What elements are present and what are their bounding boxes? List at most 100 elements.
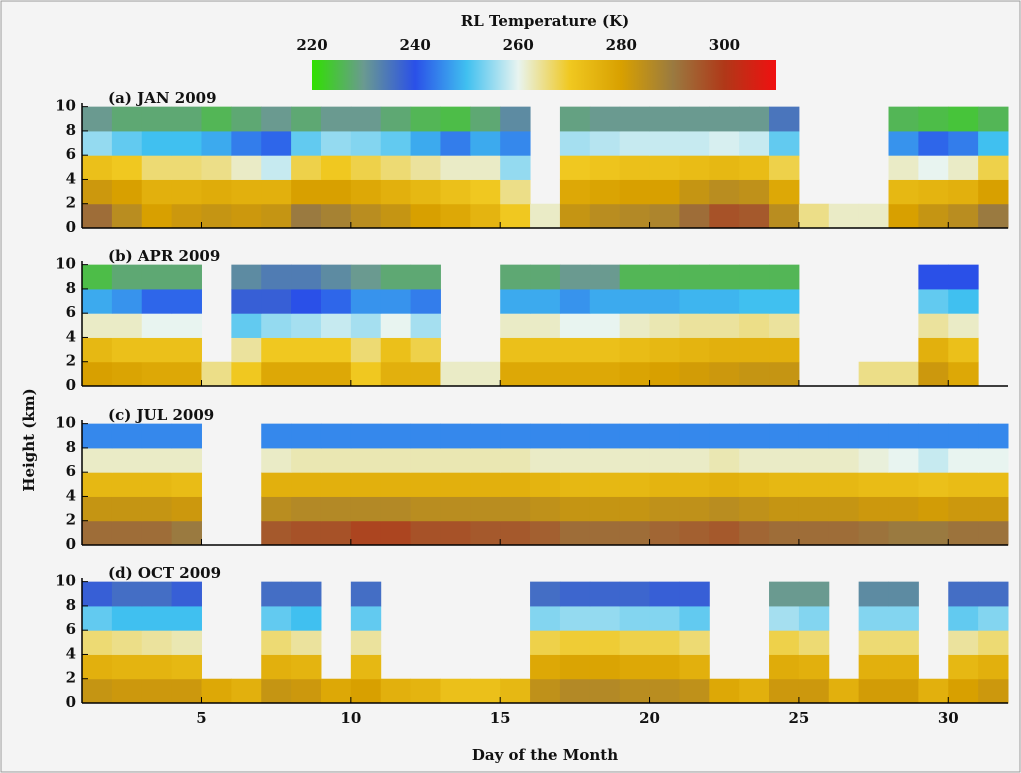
heatmap-cell bbox=[111, 130, 143, 156]
heatmap-cell bbox=[380, 288, 412, 314]
heatmap-cell bbox=[649, 605, 680, 631]
heatmap-cell bbox=[559, 472, 591, 497]
heatmap-cell bbox=[619, 288, 651, 314]
heatmap-cell bbox=[530, 264, 561, 290]
heatmap-cell bbox=[619, 447, 651, 473]
heatmap-cell bbox=[141, 605, 173, 631]
heatmap-cell bbox=[589, 496, 621, 522]
heatmap-cell bbox=[559, 520, 591, 546]
heatmap-cell bbox=[111, 472, 143, 497]
heatmap-cell bbox=[530, 605, 561, 631]
heatmap-cell bbox=[82, 106, 113, 132]
heatmap-cell bbox=[350, 155, 382, 180]
heatmap-cell bbox=[649, 203, 680, 229]
heatmap-cell bbox=[410, 288, 441, 314]
heatmap-cell bbox=[261, 361, 292, 387]
heatmap-cell bbox=[918, 496, 949, 522]
heatmap-cell bbox=[470, 203, 501, 229]
heatmap-cell bbox=[679, 288, 710, 314]
heatmap-cell bbox=[858, 361, 890, 387]
heatmap-cell bbox=[589, 581, 621, 607]
heatmap-cell bbox=[410, 155, 441, 180]
heatmap-cell bbox=[709, 472, 740, 497]
heatmap-cell bbox=[380, 678, 412, 704]
heatmap-cell bbox=[679, 678, 710, 704]
heatmap-cell bbox=[918, 520, 949, 546]
heatmap-cell bbox=[500, 447, 531, 473]
heatmap-cell bbox=[798, 447, 830, 473]
heatmap-cell bbox=[888, 447, 919, 473]
heatmap-cell bbox=[858, 423, 890, 449]
heatmap-cell bbox=[320, 313, 352, 338]
heatmap-cell bbox=[231, 337, 262, 363]
heatmap-cell bbox=[769, 520, 800, 546]
heatmap-cell bbox=[320, 155, 352, 180]
heatmap-cell bbox=[649, 630, 680, 655]
heatmap-cell bbox=[141, 520, 173, 546]
heatmap-cell bbox=[530, 654, 561, 680]
heatmap-cell bbox=[739, 423, 770, 449]
heatmap-cell bbox=[918, 313, 949, 338]
heatmap-cell bbox=[350, 520, 382, 546]
heatmap-cell bbox=[261, 472, 292, 497]
heatmap-cell bbox=[948, 337, 979, 363]
heatmap-cell bbox=[530, 337, 561, 363]
heatmap-cell bbox=[231, 288, 262, 314]
heatmap-cell bbox=[559, 313, 591, 338]
heatmap-cell bbox=[380, 130, 412, 156]
heatmap-cell bbox=[82, 179, 113, 205]
heatmap-cell bbox=[679, 155, 710, 180]
heatmap-cell bbox=[410, 447, 441, 473]
heatmap-cell bbox=[888, 179, 919, 205]
y-tick-label: 8 bbox=[66, 438, 76, 456]
heatmap-cell bbox=[171, 106, 202, 132]
heatmap-cell bbox=[141, 337, 173, 363]
heatmap-cell bbox=[261, 447, 292, 473]
heatmap-cell bbox=[739, 130, 770, 156]
heatmap-cell bbox=[291, 337, 322, 363]
heatmap-cell bbox=[111, 361, 143, 387]
heatmap-cell bbox=[291, 264, 322, 290]
heatmap-cell bbox=[261, 630, 292, 655]
heatmap-cell bbox=[201, 155, 232, 180]
heatmap-cell bbox=[291, 678, 322, 704]
heatmap-cell bbox=[350, 106, 382, 132]
heatmap-cell bbox=[470, 361, 501, 387]
heatmap-cell bbox=[739, 179, 770, 205]
heatmap-cell bbox=[948, 179, 979, 205]
heatmap-cell bbox=[111, 106, 143, 132]
heatmap-cell bbox=[798, 520, 830, 546]
heatmap-cell bbox=[261, 337, 292, 363]
heatmap-cell bbox=[888, 130, 919, 156]
heatmap-cell bbox=[171, 130, 202, 156]
heatmap-cell bbox=[500, 472, 531, 497]
heatmap-cell bbox=[559, 605, 591, 631]
heatmap-cell bbox=[858, 605, 890, 631]
colorbar-tick-label: 300 bbox=[709, 36, 740, 54]
heatmap-cell bbox=[350, 179, 382, 205]
heatmap-cell bbox=[649, 313, 680, 338]
heatmap-cell bbox=[888, 605, 919, 631]
heatmap-cell bbox=[470, 520, 501, 546]
heatmap-cell bbox=[470, 447, 501, 473]
heatmap-cell bbox=[500, 288, 531, 314]
heatmap-cell bbox=[679, 264, 710, 290]
heatmap-cell bbox=[141, 264, 173, 290]
heatmap-cell bbox=[350, 264, 382, 290]
heatmap-cell bbox=[888, 472, 919, 497]
heatmap-cell bbox=[679, 520, 710, 546]
heatmap-cell bbox=[679, 581, 710, 607]
heatmap-cell bbox=[649, 130, 680, 156]
heatmap-cell bbox=[619, 264, 651, 290]
heatmap-cell bbox=[858, 203, 890, 229]
heatmap-cell bbox=[171, 264, 202, 290]
heatmap-cell bbox=[559, 630, 591, 655]
heatmap-cell bbox=[141, 678, 173, 704]
heatmap-cell bbox=[888, 361, 919, 387]
y-tick-label: 10 bbox=[55, 97, 76, 115]
heatmap-cell bbox=[82, 520, 113, 546]
heatmap-cell bbox=[171, 605, 202, 631]
heatmap-cell bbox=[709, 520, 740, 546]
heatmap-cell bbox=[410, 203, 441, 229]
heatmap-cell bbox=[291, 155, 322, 180]
